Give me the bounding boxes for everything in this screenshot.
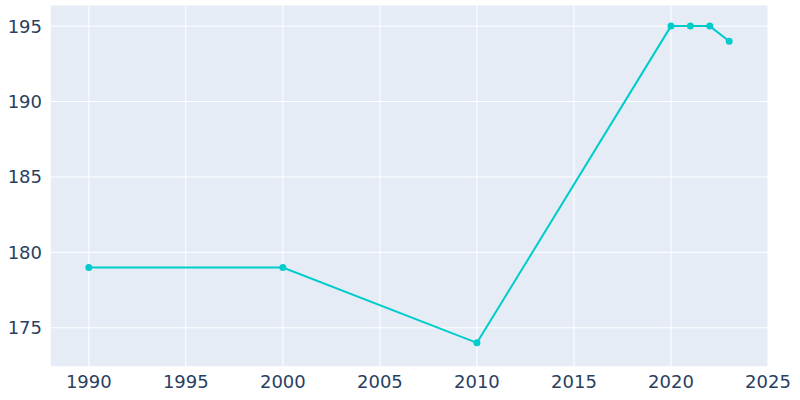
svg-text:2025: 2025 [745, 371, 791, 392]
svg-text:1995: 1995 [163, 371, 209, 392]
svg-text:180: 180 [8, 242, 42, 263]
svg-text:185: 185 [8, 166, 42, 187]
svg-text:2005: 2005 [357, 371, 403, 392]
svg-text:2015: 2015 [551, 371, 597, 392]
svg-text:190: 190 [8, 91, 42, 112]
svg-text:175: 175 [8, 317, 42, 338]
svg-text:2010: 2010 [454, 371, 500, 392]
svg-text:2000: 2000 [260, 371, 306, 392]
svg-text:195: 195 [8, 16, 42, 37]
svg-text:2020: 2020 [648, 371, 694, 392]
svg-text:1990: 1990 [66, 371, 112, 392]
